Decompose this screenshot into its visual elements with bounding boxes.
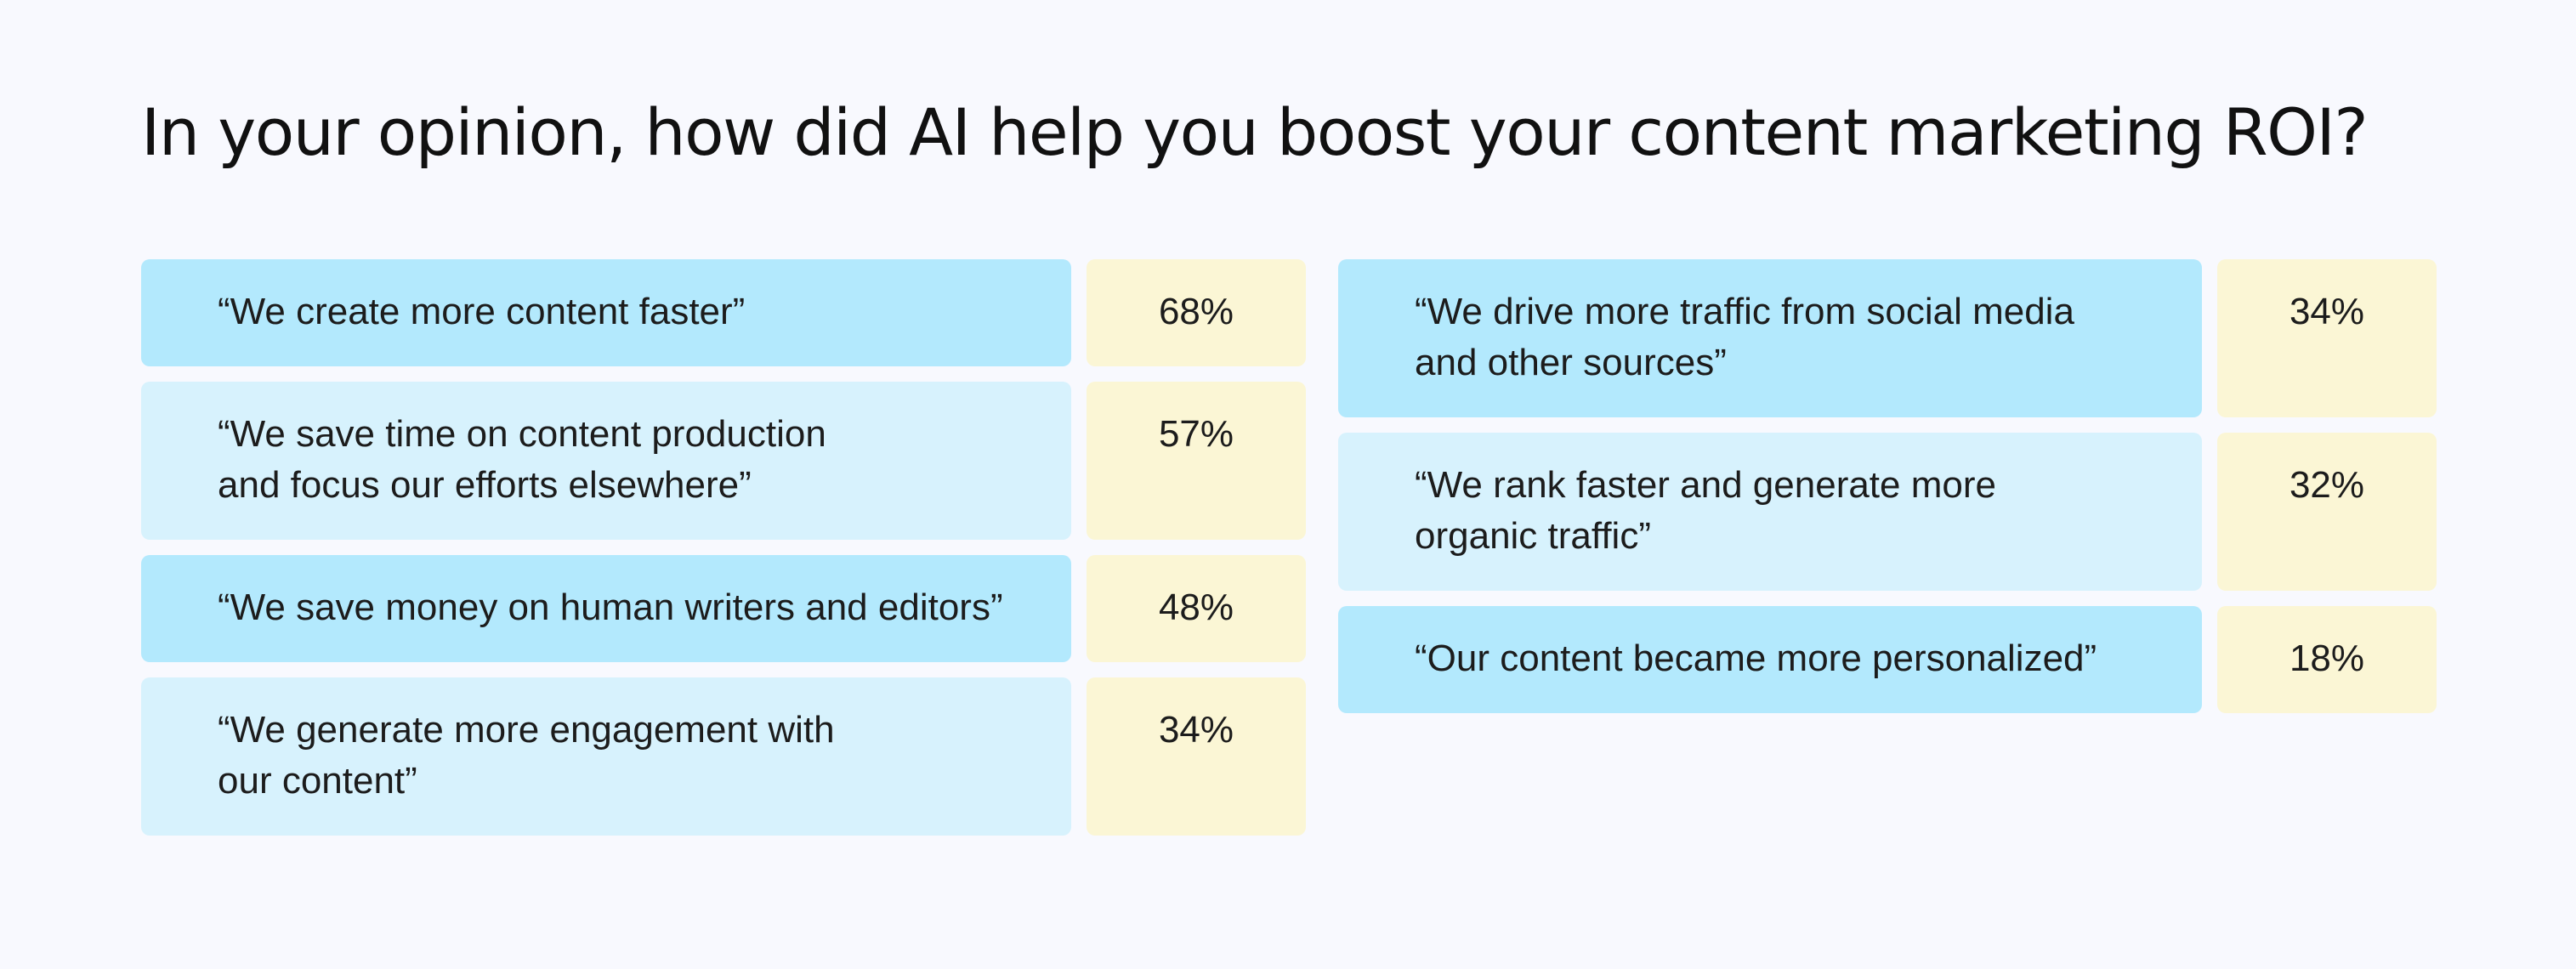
response-text-line: organic traffic” (1415, 515, 1651, 557)
response-text-line: and focus our efforts elsewhere” (218, 464, 752, 506)
page-title: In your opinion, how did AI help you boo… (141, 94, 2369, 170)
response-text-line: “We save money on human writers and edit… (218, 586, 1003, 628)
response-text: “We drive more traffic from social media… (1338, 259, 2202, 417)
response-percentage: 34% (2217, 259, 2437, 417)
response-text-line: “We save time on content production (218, 413, 826, 455)
left-column: “We create more content faster” 68% “We … (141, 259, 1306, 836)
response-text-line: “We create more content faster” (218, 291, 746, 332)
response-row: “Our content became more personalized” 1… (1338, 606, 2437, 713)
response-text-line: “We drive more traffic from social media (1415, 291, 2074, 332)
response-text-line: “Our content became more personalized” (1415, 638, 2097, 679)
response-percentage: 68% (1087, 259, 1306, 366)
response-percentage: 32% (2217, 433, 2437, 591)
response-text: “We save time on content production and … (141, 382, 1071, 540)
response-text-line: and other sources” (1415, 342, 1727, 383)
response-row: “We rank faster and generate more organi… (1338, 433, 2437, 591)
response-text-line: our content” (218, 760, 417, 802)
response-row: “We drive more traffic from social media… (1338, 259, 2437, 417)
response-text: “Our content became more personalized” (1338, 606, 2202, 713)
response-text-line: “We generate more engagement with (218, 709, 835, 751)
response-percentage: 57% (1087, 382, 1306, 540)
response-text: “We save money on human writers and edit… (141, 555, 1071, 662)
response-text: “We create more content faster” (141, 259, 1071, 366)
response-text-line: “We rank faster and generate more (1415, 464, 1996, 506)
response-percentage: 18% (2217, 606, 2437, 713)
response-percentage: 48% (1087, 555, 1306, 662)
response-text: “We rank faster and generate more organi… (1338, 433, 2202, 591)
response-row: “We create more content faster” 68% (141, 259, 1306, 366)
response-row: “We generate more engagement with our co… (141, 677, 1306, 836)
response-text: “We generate more engagement with our co… (141, 677, 1071, 836)
response-row: “We save money on human writers and edit… (141, 555, 1306, 662)
response-percentage: 34% (1087, 677, 1306, 836)
response-row: “We save time on content production and … (141, 382, 1306, 540)
right-column: “We drive more traffic from social media… (1338, 259, 2437, 713)
